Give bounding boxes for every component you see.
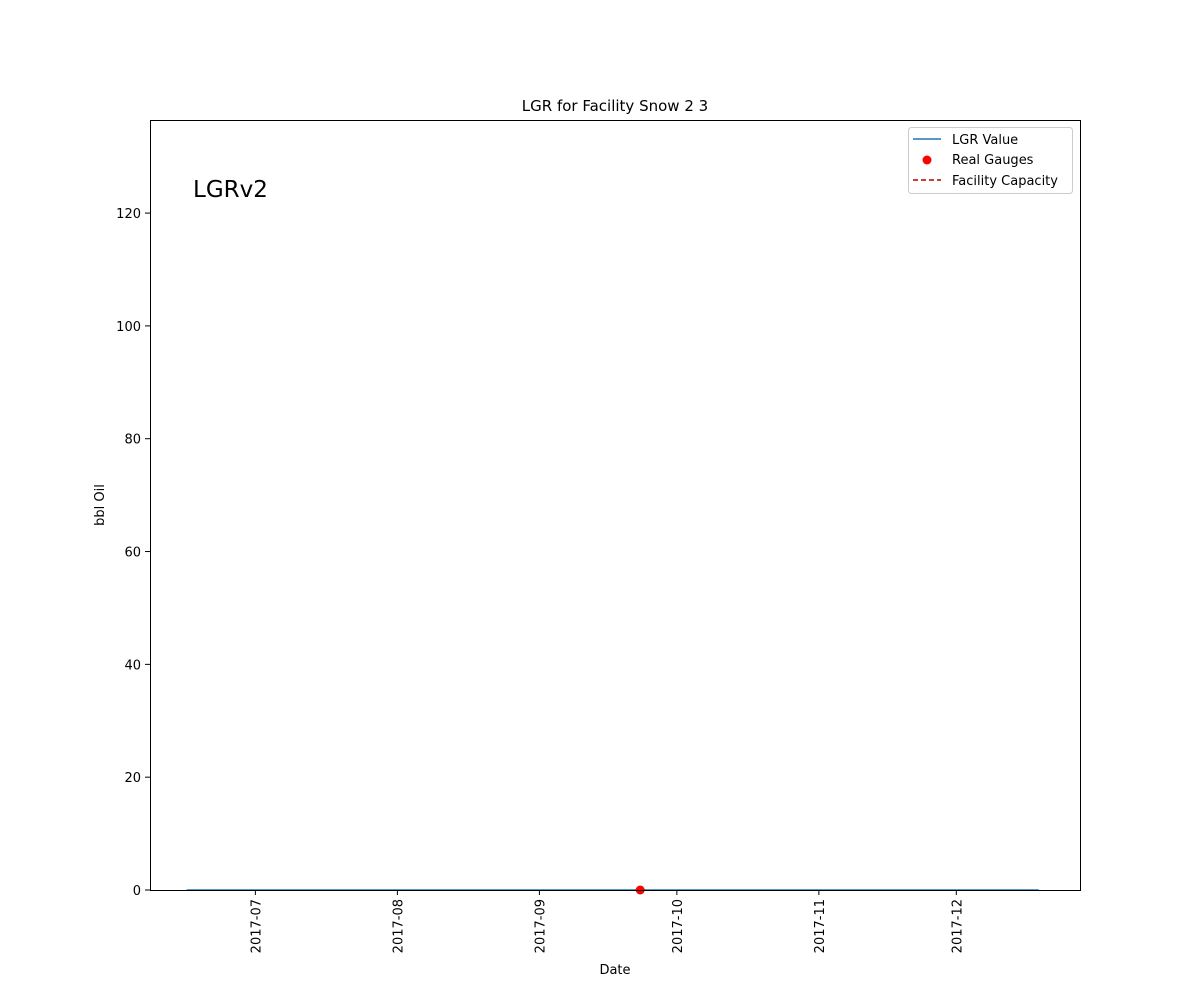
legend-label-facility-capacity: Facility Capacity [952, 174, 1058, 189]
y-tick-label: 80 [124, 433, 141, 448]
y-tick-label: 100 [116, 320, 141, 335]
x-tick-label: 2017-09 [533, 899, 548, 953]
y-tick-label: 120 [116, 207, 141, 222]
y-tick-label: 60 [124, 546, 141, 561]
model-annotation: LGRv2 [193, 177, 268, 203]
x-axis: 2017-07 2017-08 2017-09 2017-10 2017-11 2017-… [249, 890, 965, 953]
x-tick-label: 2017-07 [249, 899, 264, 953]
legend-label-real-gauges: Real Gauges [952, 153, 1034, 168]
y-axis: 0 20 40 60 80 100 120 [116, 207, 150, 899]
legend-swatch-real-gauges [922, 155, 932, 165]
x-tick-label: 2017-11 [813, 899, 828, 953]
x-tick-label: 2017-08 [391, 899, 406, 953]
legend-box [908, 127, 1073, 194]
y-tick-label: 20 [124, 771, 141, 786]
y-tick-label: 0 [133, 884, 141, 899]
legend-label-lgr-value: LGR Value [952, 133, 1018, 148]
plot-frame [150, 120, 1081, 891]
chart-title: LGR for Facility Snow 2 3 [522, 97, 708, 115]
x-tick-label: 2017-12 [950, 899, 965, 953]
legend: LGR Value Real Gauges Facility Capacity [908, 127, 1073, 194]
x-tick-label: 2017-10 [671, 899, 686, 953]
x-axis-label: Date [599, 963, 630, 978]
y-axis-label: bbl Oil [93, 484, 108, 526]
y-tick-label: 40 [124, 658, 141, 673]
